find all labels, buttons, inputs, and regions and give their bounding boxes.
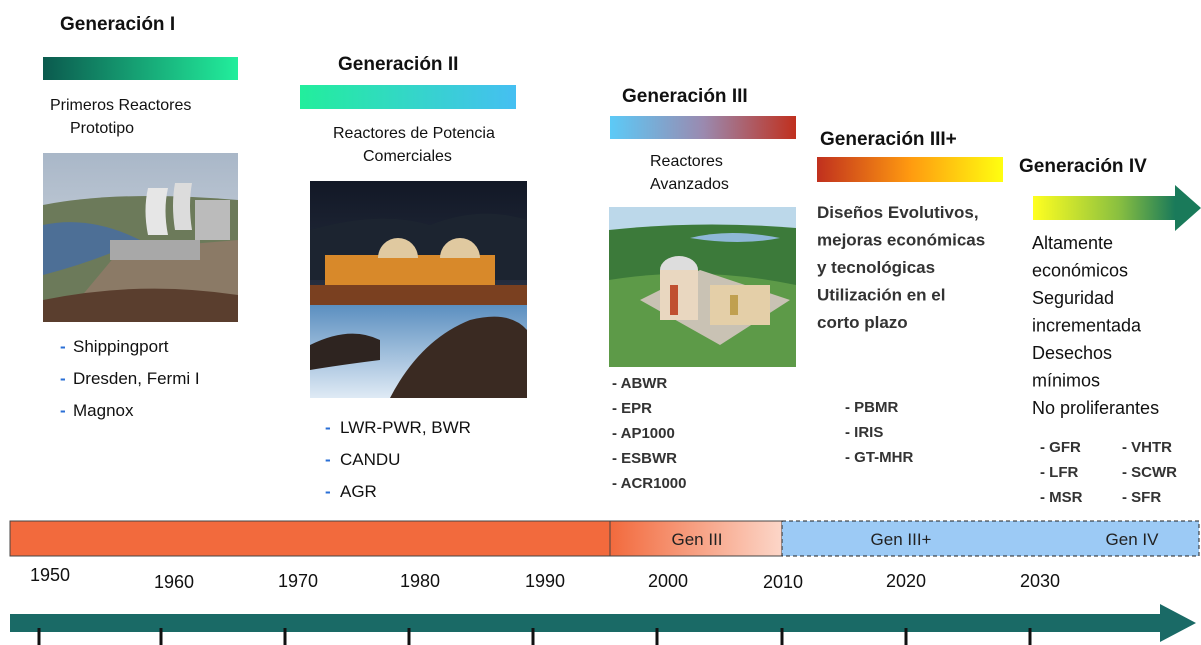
image-gen2	[310, 181, 527, 398]
year-label: 1980	[400, 571, 440, 591]
reactor-item: - VHTR	[1122, 439, 1172, 456]
bullet-dash: -	[325, 450, 331, 469]
generation-bar	[300, 85, 516, 109]
generation-title: Generación III+	[820, 129, 957, 150]
generation-title: Generación IV	[1019, 156, 1147, 177]
generation-description: y tecnológicas	[817, 258, 935, 277]
reactor-item: - ESBWR	[612, 450, 677, 467]
year-label: 1990	[525, 571, 565, 591]
reactor-item: - ACR1000	[612, 475, 686, 492]
generation-description: No proliferantes	[1032, 398, 1159, 418]
bullet-dash: -	[60, 401, 66, 420]
reactor-item: - SCWR	[1122, 464, 1177, 481]
reactor-item: CANDU	[340, 450, 400, 469]
generation-description: económicos	[1032, 261, 1128, 281]
year-label: 1950	[30, 565, 70, 585]
generation-bar	[610, 116, 796, 139]
reactor-item: - LFR	[1040, 464, 1078, 481]
generation-bar	[817, 157, 1003, 182]
era-segment	[609, 520, 783, 557]
year-label: 2020	[886, 571, 926, 591]
generation-bar	[1033, 196, 1175, 220]
generation-description: Seguridad	[1032, 288, 1114, 308]
reactor-item: - MSR	[1040, 489, 1083, 506]
era-label: Gen III+	[871, 530, 932, 549]
year-label: 2010	[763, 572, 803, 592]
generation-description: Avanzados	[650, 176, 729, 193]
year-label: 1960	[154, 572, 194, 592]
era-label: Gen III	[671, 530, 722, 549]
bullet-dash: -	[325, 482, 331, 501]
generation-description: mínimos	[1032, 371, 1100, 391]
reactor-item: Magnox	[73, 401, 134, 420]
reactor-item: - GT-MHR	[845, 449, 913, 466]
reactor-item: - GFR	[1040, 439, 1081, 456]
generation-description: Altamente	[1032, 233, 1113, 253]
generation-title: Generación II	[338, 54, 458, 75]
axis-arrow	[10, 604, 1196, 642]
era-label: Gen IV	[1106, 530, 1160, 549]
generation-title: Generación I	[60, 14, 175, 35]
generation-description: corto plazo	[817, 313, 908, 332]
year-label: 2000	[648, 571, 688, 591]
generation-description: Reactores	[650, 153, 723, 170]
generation-description: Comerciales	[363, 148, 452, 165]
reactor-item: - EPR	[612, 400, 652, 417]
reactor-item: - PBMR	[845, 399, 898, 416]
generation-description: Desechos	[1032, 343, 1112, 363]
year-label: 1970	[278, 571, 318, 591]
generation-description: Diseños Evolutivos,	[817, 203, 979, 222]
image-gen1	[43, 153, 238, 322]
generation-description: Prototipo	[70, 120, 134, 137]
generation-description: Utilización en el	[817, 286, 945, 305]
reactor-item: - IRIS	[845, 424, 883, 441]
image-gen3	[609, 207, 796, 367]
reactor-item: - SFR	[1122, 489, 1161, 506]
reactor-item: Shippingport	[73, 337, 169, 356]
era-segment	[781, 520, 1200, 557]
year-label: 2030	[1020, 571, 1060, 591]
generation-description: Primeros Reactores	[50, 97, 191, 114]
reactor-item: LWR-PWR, BWR	[340, 418, 471, 437]
generation-title: Generación III	[622, 86, 748, 107]
era-segment	[9, 520, 611, 557]
generation-description: Reactores de Potencia	[333, 125, 495, 142]
gen4-arrow-head	[1175, 185, 1201, 231]
generation-description: incrementada	[1032, 316, 1142, 336]
generation-bar	[43, 57, 238, 80]
bullet-dash: -	[60, 369, 66, 388]
bullet-dash: -	[325, 418, 331, 437]
reactor-item: - AP1000	[612, 425, 675, 442]
bullet-dash: -	[60, 337, 66, 356]
generation-description: mejoras económicas	[817, 231, 985, 250]
reactor-item: Dresden, Fermi I	[73, 369, 200, 388]
reactor-item: - ABWR	[612, 375, 667, 392]
reactor-item: AGR	[340, 482, 377, 501]
